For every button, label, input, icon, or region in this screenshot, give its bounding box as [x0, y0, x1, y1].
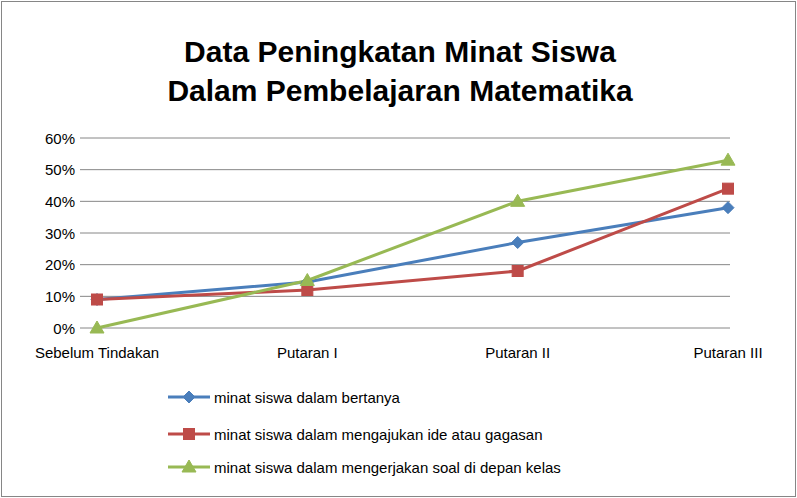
legend-label: minat siswa dalam mengajukan ide atau ga… — [214, 426, 543, 443]
x-tick-label: Putaran I — [277, 344, 338, 361]
series-line — [97, 208, 728, 300]
y-tick-label: 50% — [45, 161, 75, 178]
x-tick-label: Putaran III — [693, 344, 762, 361]
y-tick-label: 0% — [53, 320, 75, 337]
y-tick-label: 40% — [45, 193, 75, 210]
grid-line — [80, 233, 730, 234]
legend-marker — [183, 391, 195, 403]
legend-marker — [182, 460, 196, 472]
y-tick-label: 30% — [45, 225, 75, 242]
x-tick-label: Putaran II — [485, 344, 550, 361]
data-point — [511, 194, 525, 206]
data-point — [91, 294, 103, 306]
y-tick-label: 60% — [45, 130, 75, 147]
legend: minat siswa dalam bertanya minat siswa da… — [168, 389, 561, 476]
grid-line — [80, 169, 730, 170]
data-point — [90, 321, 104, 333]
y-tick-label: 10% — [45, 288, 75, 305]
chart-frame — [2, 2, 796, 497]
plot-area — [90, 153, 735, 333]
series-line — [97, 189, 728, 300]
data-point — [512, 237, 524, 249]
data-point — [721, 153, 735, 165]
series-line — [97, 160, 728, 328]
data-point — [512, 266, 523, 277]
data-point — [722, 202, 734, 214]
chart: Data Peningkatan Minat SiswaDalam Pembel… — [0, 0, 797, 498]
y-tick-label: 20% — [45, 256, 75, 273]
data-point — [723, 183, 734, 194]
data-point — [302, 285, 313, 296]
chart-title: Data Peningkatan Minat SiswaDalam Pembel… — [167, 35, 633, 107]
legend-label: minat siswa dalam bertanya — [214, 389, 401, 406]
legend-marker — [184, 429, 195, 440]
grid-line — [80, 201, 730, 202]
legend-label: minat siswa dalam mengerjakan soal di de… — [214, 459, 561, 476]
grid-line — [80, 138, 730, 139]
grid-line — [80, 328, 730, 329]
data-point — [300, 274, 314, 286]
x-tick-label: Sebelum Tindakan — [35, 344, 159, 361]
data-point — [92, 294, 103, 305]
